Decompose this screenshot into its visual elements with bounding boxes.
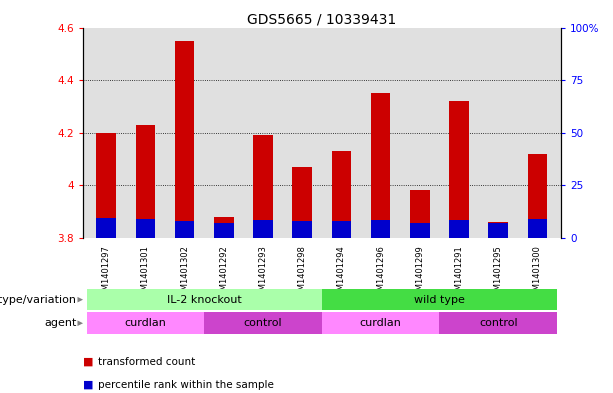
- Bar: [528, 219, 547, 238]
- Bar: [489, 223, 508, 238]
- Bar: [86, 289, 322, 310]
- Text: genotype/variation: genotype/variation: [0, 295, 77, 305]
- Bar: [214, 217, 234, 238]
- Bar: [135, 219, 155, 238]
- Bar: [332, 221, 351, 238]
- Bar: [449, 220, 469, 238]
- Bar: [410, 223, 430, 238]
- Text: wild type: wild type: [414, 295, 465, 305]
- Bar: [332, 151, 351, 238]
- Text: control: control: [244, 318, 283, 328]
- Bar: [86, 312, 204, 334]
- Bar: [135, 125, 155, 238]
- Bar: [440, 312, 557, 334]
- Bar: [410, 191, 430, 238]
- Bar: [214, 223, 234, 238]
- Text: curdlan: curdlan: [360, 318, 402, 328]
- Bar: [371, 220, 390, 238]
- Text: percentile rank within the sample: percentile rank within the sample: [98, 380, 274, 390]
- Bar: [204, 312, 322, 334]
- Bar: [292, 167, 312, 238]
- Bar: [96, 132, 116, 238]
- Bar: [449, 101, 469, 238]
- Bar: [175, 40, 194, 238]
- Bar: [371, 93, 390, 238]
- Bar: [322, 289, 557, 310]
- Bar: [528, 154, 547, 238]
- Text: transformed count: transformed count: [98, 356, 196, 367]
- Bar: [322, 312, 440, 334]
- Bar: [96, 218, 116, 238]
- Text: agent: agent: [44, 318, 77, 328]
- Text: ■: ■: [83, 380, 93, 390]
- Bar: [175, 221, 194, 238]
- Bar: [489, 222, 508, 238]
- Text: ■: ■: [83, 356, 93, 367]
- Text: IL-2 knockout: IL-2 knockout: [167, 295, 242, 305]
- Bar: [292, 222, 312, 238]
- Text: curdlan: curdlan: [124, 318, 166, 328]
- Bar: [253, 135, 273, 238]
- Title: GDS5665 / 10339431: GDS5665 / 10339431: [247, 12, 397, 26]
- Text: control: control: [479, 318, 517, 328]
- Bar: [253, 220, 273, 238]
